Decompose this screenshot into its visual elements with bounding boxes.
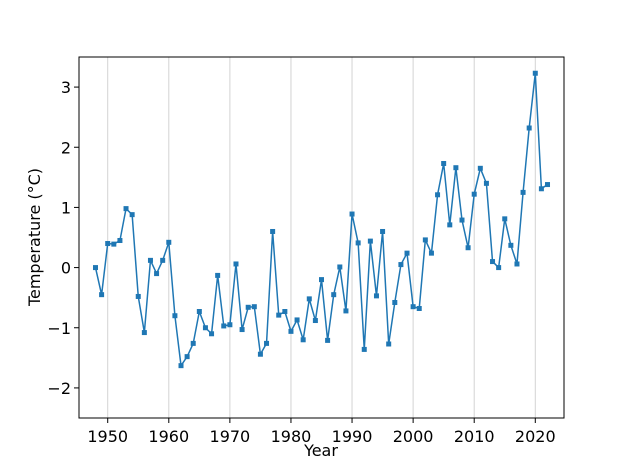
data-point: [166, 239, 172, 245]
data-point: [288, 328, 294, 334]
data-point: [508, 242, 514, 248]
data-point: [441, 160, 447, 166]
data-point: [349, 211, 355, 217]
data-point: [276, 312, 282, 318]
plot-frame: [78, 56, 565, 419]
x-axis: 1950 1960 1970 1980 1990 2000 2010 2020: [87, 418, 556, 446]
x-tick-label: 2000: [393, 427, 434, 446]
data-point: [105, 241, 111, 247]
data-point: [367, 238, 373, 244]
y-tick-label: 0: [61, 259, 71, 278]
data-point: [117, 238, 123, 244]
data-point: [422, 237, 428, 243]
y-tick-label: 3: [61, 78, 71, 97]
data-point: [319, 277, 324, 283]
data-point: [459, 217, 465, 223]
series-layer: [92, 70, 551, 369]
data-point: [361, 346, 367, 352]
data-point: [215, 272, 221, 278]
data-point: [190, 340, 196, 346]
x-tick-label: 1990: [332, 427, 373, 446]
data-point: [386, 341, 392, 347]
series-line: [94, 72, 548, 367]
data-point: [337, 264, 343, 270]
data-point: [227, 322, 233, 328]
data-point: [172, 313, 178, 319]
data-point: [92, 265, 98, 271]
data-point: [490, 259, 496, 265]
data-point: [496, 265, 502, 271]
data-point: [398, 262, 404, 268]
data-point: [477, 165, 483, 171]
data-point: [453, 165, 459, 171]
y-axis-title: Temperature (°C): [25, 168, 44, 307]
y-tick-label: 1: [61, 198, 71, 217]
x-tick-label: 1970: [210, 427, 251, 446]
y-axis: −2 −1 0 1 2 3: [47, 78, 79, 398]
data-point: [282, 309, 288, 315]
data-point: [160, 257, 166, 263]
data-point: [520, 189, 526, 195]
data-point: [447, 222, 453, 228]
data-point: [538, 186, 544, 192]
data-point: [99, 292, 105, 298]
data-point: [306, 296, 312, 302]
x-tick-label: 1980: [271, 427, 312, 446]
data-point: [111, 241, 117, 247]
data-point: [141, 330, 147, 336]
data-point: [312, 318, 318, 324]
data-point: [343, 308, 349, 314]
x-tick-label: 1950: [87, 427, 128, 446]
x-tick-label: 2020: [515, 427, 556, 446]
data-point: [502, 216, 508, 222]
data-point: [465, 245, 471, 251]
data-point: [428, 250, 434, 256]
data-point: [135, 293, 141, 299]
data-point: [300, 337, 306, 343]
data-point: [233, 261, 239, 267]
data-point: [251, 304, 257, 310]
x-axis-title: Year: [303, 441, 338, 460]
y-tick-label: −1: [47, 319, 71, 338]
data-point: [355, 240, 361, 246]
data-point: [264, 340, 270, 346]
data-point: [532, 70, 538, 76]
data-point: [294, 317, 300, 323]
data-point: [410, 304, 416, 310]
data-point: [184, 354, 190, 360]
y-tick-label: 2: [61, 138, 71, 157]
x-tick-label: 2010: [454, 427, 495, 446]
data-point: [380, 228, 386, 234]
data-point: [123, 206, 129, 212]
data-point: [270, 228, 276, 234]
data-point: [545, 182, 551, 188]
data-point: [416, 305, 422, 311]
data-point: [147, 257, 153, 263]
data-point: [526, 125, 532, 131]
data-point: [471, 191, 477, 197]
data-point: [196, 309, 202, 315]
data-point: [404, 250, 410, 256]
data-point: [154, 271, 160, 277]
data-point: [514, 261, 520, 267]
data-point: [202, 325, 208, 331]
data-point: [483, 180, 489, 186]
x-tick-label: 1960: [148, 427, 189, 446]
data-point: [129, 212, 135, 218]
data-point: [373, 293, 379, 299]
data-point: [209, 331, 215, 337]
y-tick-label: −2: [47, 379, 71, 398]
data-point: [435, 192, 441, 198]
data-point: [245, 304, 251, 310]
data-point: [239, 327, 245, 333]
data-point: [257, 351, 263, 357]
data-point: [221, 323, 227, 329]
data-point: [178, 363, 184, 369]
data-point: [325, 337, 331, 343]
data-point: [331, 292, 337, 298]
grid-lines: [107, 57, 536, 418]
data-point: [392, 299, 398, 305]
